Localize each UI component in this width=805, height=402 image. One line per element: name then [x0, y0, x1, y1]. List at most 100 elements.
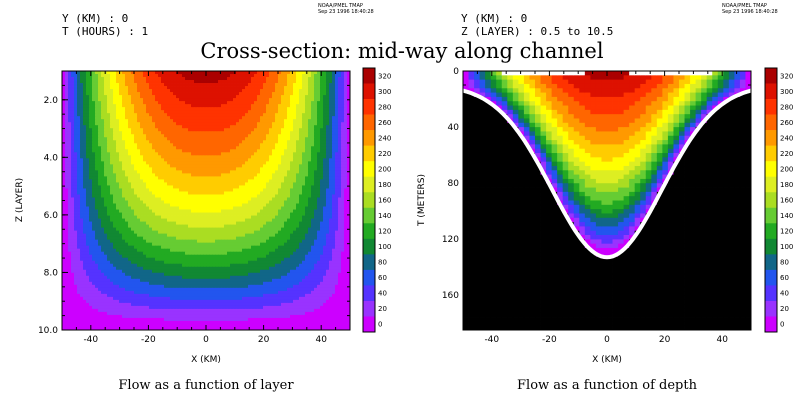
- left-contour-cell: [227, 86, 231, 90]
- left-contour-cell: [137, 164, 141, 168]
- left-contour-cell: [152, 221, 156, 225]
- left-contour-cell: [170, 71, 174, 75]
- left-contour-cell: [230, 74, 234, 78]
- left-contour-cell: [140, 134, 144, 138]
- left-contour-cell: [98, 95, 102, 99]
- left-contour-cell: [254, 131, 258, 135]
- left-contour-cell: [170, 89, 174, 93]
- left-contour-cell: [338, 203, 342, 207]
- left-contour-cell: [200, 116, 204, 120]
- left-contour-cell: [245, 104, 249, 108]
- left-contour-cell: [293, 218, 297, 222]
- left-contour-cell: [140, 203, 144, 207]
- left-contour-cell: [245, 209, 249, 213]
- left-contour-cell: [176, 221, 180, 225]
- left-contour-cell: [209, 194, 213, 198]
- left-contour-cell: [152, 128, 156, 132]
- left-contour-cell: [137, 95, 141, 99]
- left-contour-cell: [62, 218, 66, 222]
- left-contour-cell: [68, 83, 72, 87]
- left-contour-cell: [233, 164, 237, 168]
- left-contour-cell: [254, 128, 258, 132]
- left-contour-cell: [281, 194, 285, 198]
- left-contour-cell: [347, 167, 350, 171]
- left-contour-cell: [62, 128, 66, 132]
- left-contour-cell: [332, 98, 336, 102]
- left-contour-cell: [278, 116, 282, 120]
- left-contour-cell: [236, 128, 240, 132]
- left-contour-cell: [194, 95, 198, 99]
- left-contour-cell: [188, 221, 192, 225]
- left-contour-cell: [86, 152, 90, 156]
- left-contour-cell: [179, 167, 183, 171]
- left-contour-cell: [269, 140, 273, 144]
- left-contour-cell: [209, 98, 213, 102]
- left-contour-cell: [143, 221, 147, 225]
- left-contour-cell: [344, 128, 348, 132]
- left-contour-cell: [158, 206, 162, 210]
- left-contour-cell: [299, 158, 303, 162]
- left-contour-cell: [98, 212, 102, 216]
- left-contour-cell: [149, 95, 153, 99]
- left-contour-cell: [206, 176, 210, 180]
- left-contour-cell: [80, 104, 84, 108]
- left-contour-cell: [86, 89, 90, 93]
- left-contour-cell: [206, 188, 210, 192]
- left-contour-cell: [170, 98, 174, 102]
- left-contour-cell: [266, 200, 270, 204]
- left-contour-cell: [98, 185, 102, 189]
- left-contour-cell: [113, 125, 117, 129]
- left-contour-cell: [323, 167, 327, 171]
- left-contour-cell: [83, 83, 87, 87]
- left-contour-cell: [215, 155, 219, 159]
- left-contour-cell: [335, 191, 339, 195]
- left-contour-cell: [299, 119, 303, 123]
- left-contour-cell: [194, 143, 198, 147]
- left-contour-cell: [326, 185, 330, 189]
- left-contour-cell: [92, 140, 96, 144]
- left-contour-cell: [167, 146, 171, 150]
- left-contour-cell: [299, 191, 303, 195]
- left-contour-cell: [185, 77, 189, 81]
- left-contour-cell: [305, 161, 309, 165]
- left-contour-cell: [98, 143, 102, 147]
- left-contour-cell: [344, 137, 348, 141]
- left-contour-cell: [128, 86, 132, 90]
- left-contour-cell: [272, 116, 276, 120]
- left-contour-cell: [116, 200, 120, 204]
- left-contour-cell: [224, 119, 228, 123]
- left-contour-cell: [242, 80, 246, 84]
- left-contour-cell: [116, 149, 120, 153]
- left-contour-cell: [110, 71, 114, 75]
- left-contour-cell: [143, 98, 147, 102]
- left-contour-cell: [260, 137, 264, 141]
- left-contour-cell: [263, 173, 267, 177]
- left-contour-cell: [209, 203, 213, 207]
- left-contour-cell: [71, 113, 75, 117]
- left-contour-cell: [194, 116, 198, 120]
- left-contour-cell: [137, 134, 141, 138]
- left-contour-cell: [212, 179, 216, 183]
- left-contour-cell: [170, 80, 174, 84]
- left-contour-cell: [83, 95, 87, 99]
- left-contour-cell: [242, 212, 246, 216]
- left-contour-cell: [113, 155, 117, 159]
- left-contour-cell: [347, 152, 350, 156]
- left-contour-cell: [182, 200, 186, 204]
- left-contour-cell: [191, 191, 195, 195]
- left-contour-cell: [143, 179, 147, 183]
- left-contour-cell: [317, 158, 321, 162]
- left-contour-cell: [269, 137, 273, 141]
- left-contour-cell: [104, 197, 108, 201]
- left-contour-cell: [236, 116, 240, 120]
- left-contour-cell: [278, 137, 282, 141]
- left-contour-cell: [149, 170, 153, 174]
- left-contour-cell: [311, 80, 315, 84]
- left-contour-cell: [266, 185, 270, 189]
- left-contour-cell: [110, 86, 114, 90]
- left-contour-cell: [242, 107, 246, 111]
- left-contour-cell: [95, 185, 99, 189]
- left-contour-cell: [221, 164, 225, 168]
- left-contour-cell: [227, 221, 231, 225]
- left-contour-cell: [146, 167, 150, 171]
